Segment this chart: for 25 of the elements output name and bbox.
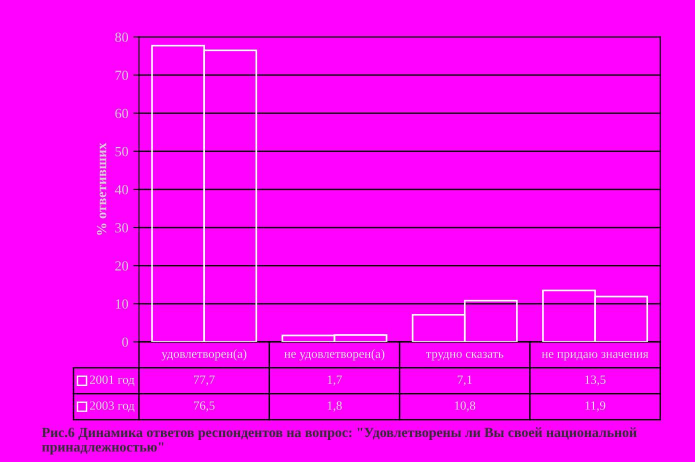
y-tick-label: 20 bbox=[115, 261, 128, 271]
y-tick-label: 70 bbox=[116, 70, 128, 80]
y-tick-label: 0 bbox=[122, 337, 128, 347]
y-tick-label: 60 bbox=[115, 108, 128, 118]
data-label: 10,8 bbox=[454, 401, 476, 412]
x-tick-label: удовлетворен(а) bbox=[162, 349, 246, 361]
data-label: 1,7 bbox=[328, 376, 342, 386]
y-tick-label: 30 bbox=[115, 223, 128, 232]
text: Рис.6 Динамика ответов респондентов на вопрос: "Удовлетворены ли Вы своей национальной принадлежностью" bbox=[42, 427, 637, 454]
x-tick-label: не придаю значения bbox=[542, 352, 648, 361]
x-tick-label: не удовлетворен(а) bbox=[284, 349, 384, 361]
legend-label: 2001 год bbox=[90, 375, 134, 386]
x-tick-label: трудно сказать bbox=[426, 352, 504, 361]
y-tick-label: 50 bbox=[116, 146, 128, 156]
legend-label: 2003 год bbox=[90, 401, 134, 412]
y-tick-label: 40 bbox=[114, 185, 128, 194]
data-label: 13,5 bbox=[585, 375, 606, 386]
data-label: 11,9 bbox=[585, 401, 606, 412]
data-label: 7,1 bbox=[458, 376, 472, 386]
data-label: 1,8 bbox=[328, 401, 342, 412]
y-tick-label: 80 bbox=[115, 32, 128, 42]
data-label: 77,7 bbox=[194, 376, 215, 386]
y-tick-label: 10 bbox=[116, 299, 128, 309]
data-label: 76,5 bbox=[194, 401, 215, 412]
y-axis-title: % ответивших bbox=[96, 142, 106, 235]
